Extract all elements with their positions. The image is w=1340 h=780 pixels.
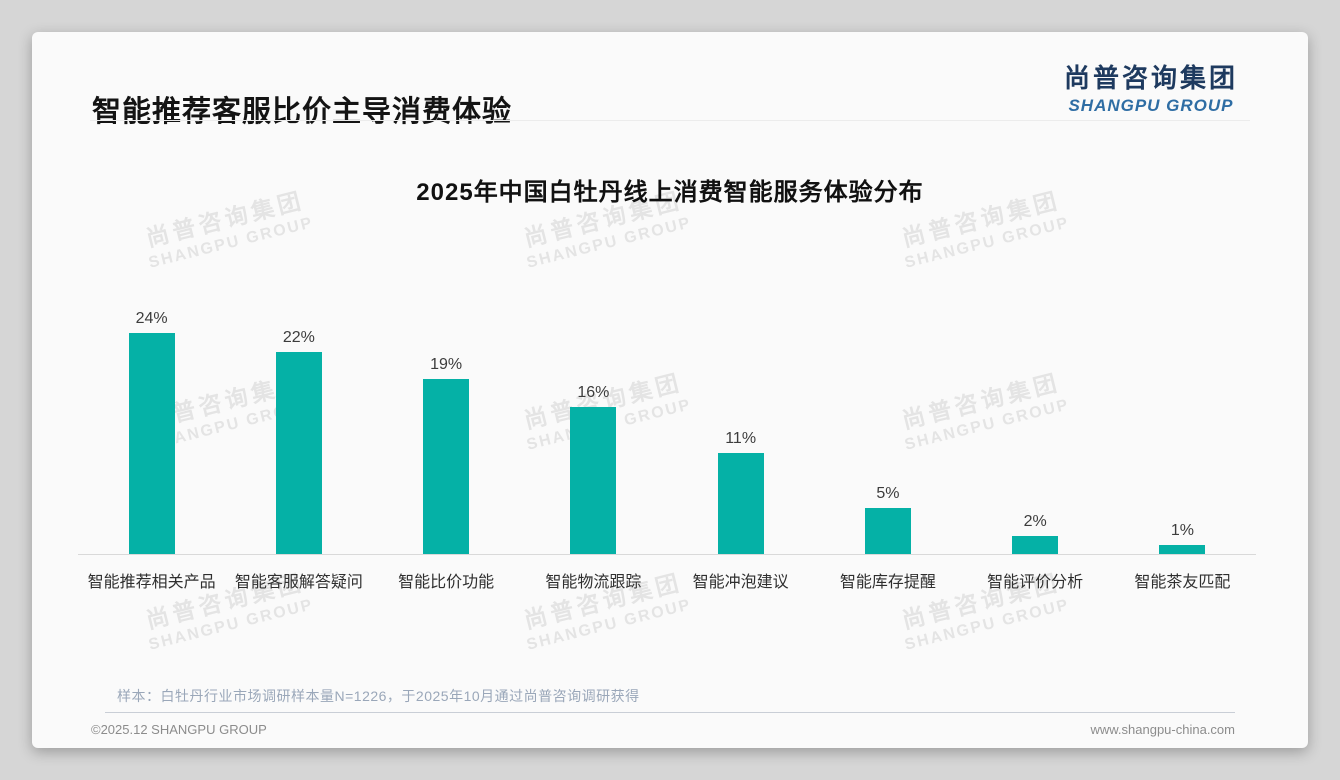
bar-category-label: 智能物流跟踪 [545,574,642,591]
bar-column: 2% [962,294,1109,554]
bar [717,452,764,554]
bar-column: 5% [814,294,961,554]
bar-category-label: 智能比价功能 [398,574,495,591]
watermark-text-en: SHANGPU GROUP [147,214,316,272]
bar-value-label: 5% [876,485,900,502]
company-logo-en: SHANGPU GROUP [1068,96,1234,115]
chart-title: 2025年中国白牡丹线上消费智能服务体验分布 [416,179,924,206]
bar-column: 22% [225,294,372,554]
header-divider [90,120,1250,121]
bar-category-label: 智能客服解答疑问 [234,574,363,591]
bar [864,508,911,554]
bar-column: 16% [520,294,667,554]
bar-column: 11% [667,294,814,554]
x-axis-line [78,554,1256,555]
bar [1012,535,1059,554]
bar-column: 24% [78,294,225,554]
sample-note: 样本：白牡丹行业市场调研样本量N=1226，于2025年10月通过尚普咨询调研获… [117,688,640,704]
bar-value-label: 19% [430,356,463,374]
bar [128,333,175,554]
watermark-text-en: SHANGPU GROUP [903,214,1072,272]
company-logo: 尚普咨询集团 SHANGPU GROUP [1064,58,1238,116]
page-title: 智能推荐客服比价主导消费体验 [92,96,513,128]
bar [1159,544,1206,554]
footer-website: www.shangpu-china.com [1090,722,1235,737]
bar-category-label: 智能推荐相关产品 [87,574,216,591]
watermark-text-en: SHANGPU GROUP [147,596,316,654]
bar-column: 19% [373,294,520,554]
bar-category-label: 智能冲泡建议 [692,574,789,591]
bar-value-label: 11% [725,429,757,447]
watermark-text-en: SHANGPU GROUP [525,214,694,272]
bar-column: 1% [1109,294,1256,554]
bar-category-label: 智能茶友匹配 [1134,574,1231,591]
bar [570,406,617,554]
bar-value-label: 22% [282,328,315,346]
report-card: 尚普咨询集团 SHANGPU GROUP 尚普咨询集团 SHANGPU GROUP 尚普… [32,32,1308,748]
bar-category-label: 智能库存提醒 [839,574,936,591]
bar-value-label: 24% [135,310,168,328]
footer-divider [105,712,1235,713]
bar [275,351,322,554]
watermark-text-en: SHANGPU GROUP [903,596,1072,654]
bars-row: 24% 22% 19% 16% 11% 5% 2% 1% [78,294,1256,554]
bar-value-label: 1% [1170,521,1194,539]
watermark-text-en: SHANGPU GROUP [525,596,694,654]
bar-category-label: 智能评价分析 [987,574,1084,591]
bar-value-label: 2% [1023,512,1047,530]
company-logo-cn: 尚普咨询集团 [1063,63,1238,93]
category-labels-row: 智能推荐相关产品 智能客服解答疑问 智能比价功能 智能物流跟踪 智能冲泡建议 智能库存提醒… [78,568,1256,592]
bar-value-label: 16% [577,383,610,401]
bar [423,379,470,554]
footer-copyright: ©2025.12 SHANGPU GROUP [91,722,267,737]
